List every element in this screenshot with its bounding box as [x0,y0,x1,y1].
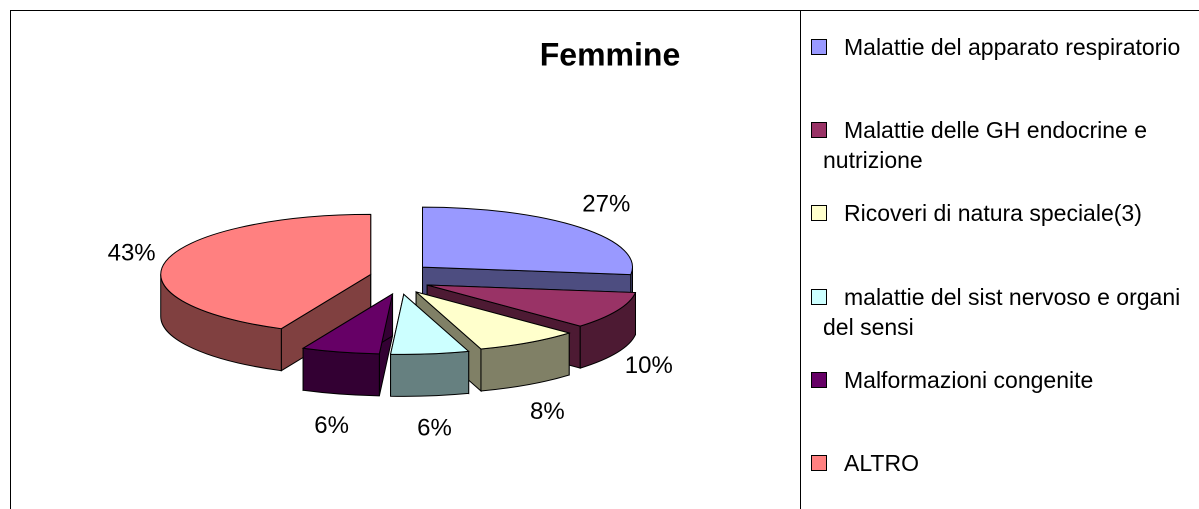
slice-top [422,206,633,276]
legend-item: ALTRO [811,448,1193,478]
legend-item: Malattie delle GH endocrine e nutrizione [811,115,1193,175]
legend-item: Malformazioni congenite [811,365,1193,395]
legend-label: ALTRO [844,450,919,476]
slice [301,292,394,397]
data-label: 8% [530,398,565,425]
slice-top [427,284,637,327]
data-label: 27% [582,191,630,218]
legend-item: Ricoveri di natura speciale(3) [811,198,1193,228]
slice-side [302,347,380,397]
slice-side [390,350,470,397]
data-label: 6% [417,414,452,441]
legend-label: Malformazioni congenite [844,367,1094,393]
legend-label: Malattie delle GH endocrine e nutrizione [823,117,1147,173]
chart-frame [10,10,1199,509]
legend-label: Malattie del apparato respiratorio [844,34,1181,60]
legend-label: malattie del sist nervoso e organi del s… [823,284,1181,340]
legend-label: Ricoveri di natura speciale(3) [844,200,1142,226]
legend-swatch [811,372,827,388]
legend-swatch [811,455,827,471]
legend-swatch [811,122,827,138]
slice [389,293,470,397]
slice [160,213,372,372]
data-label: 6% [314,412,349,439]
slice-top [415,291,571,350]
legend-item: malattie del sist nervoso e organi del s… [811,282,1193,342]
legend-swatch [811,205,827,221]
legend-swatch [811,39,827,55]
legend-swatch [811,289,827,305]
slice-top [301,292,394,355]
chart-title: Femmine [540,36,680,72]
slice-top [160,213,372,330]
slice-top [389,293,470,355]
data-label: 10% [625,352,673,379]
legend: Malattie del apparato respiratorio Malatt… [800,10,1199,509]
legend-item: Malattie del apparato respiratorio [811,32,1193,62]
data-label: 43% [108,239,156,266]
